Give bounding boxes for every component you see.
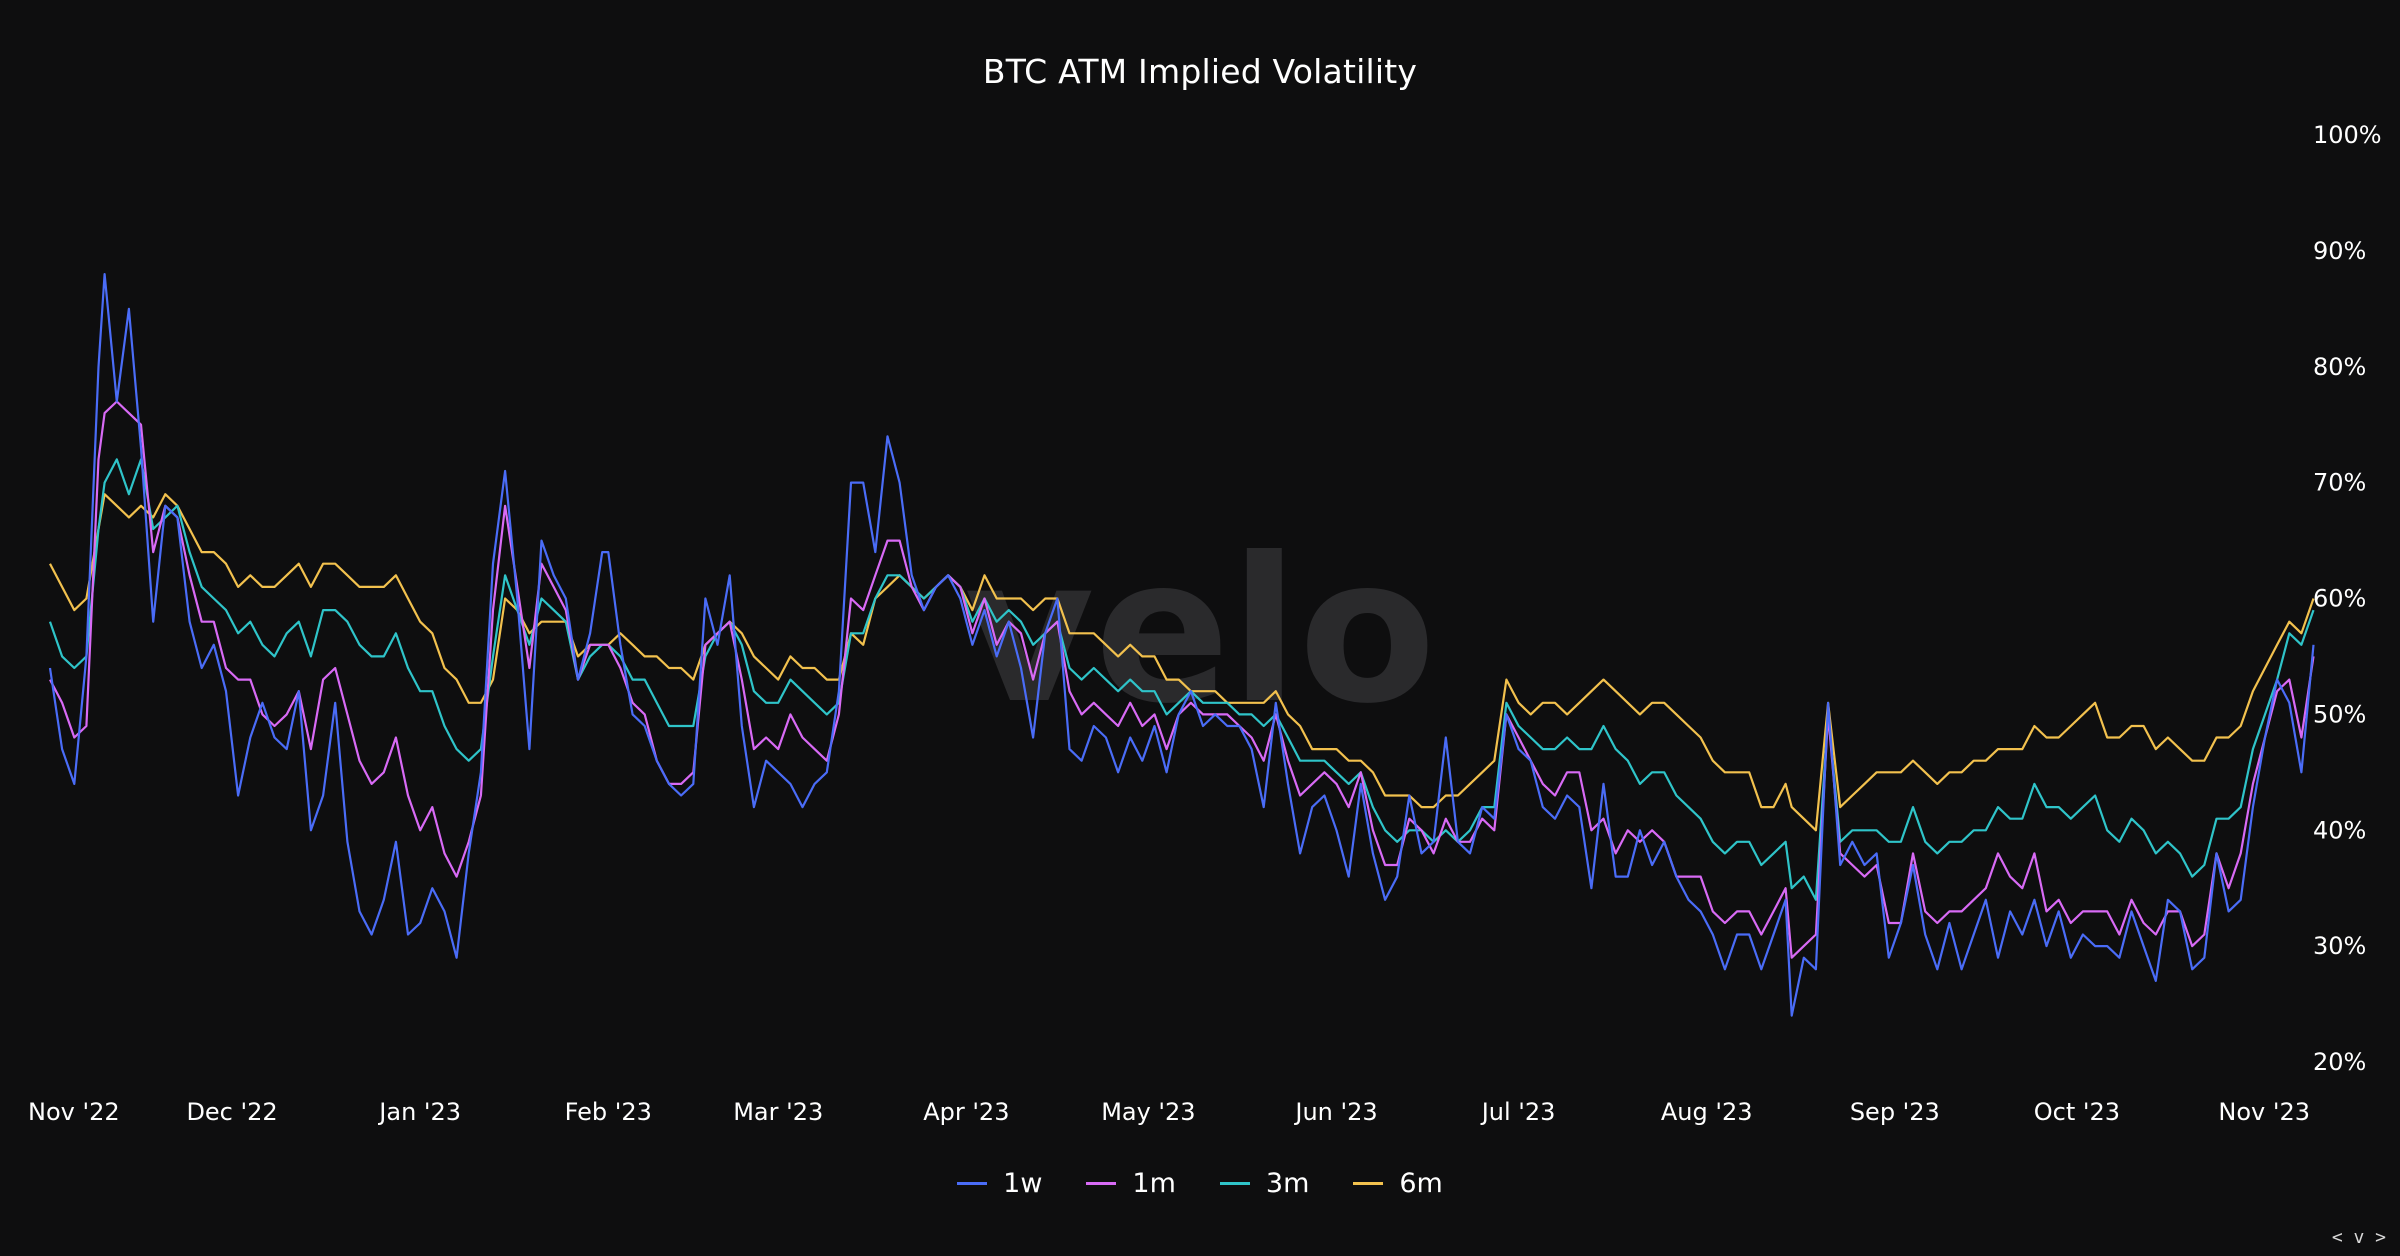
x-tick-label: Nov '23 bbox=[2218, 1098, 2310, 1126]
series-line-1w[interactable] bbox=[48, 273, 2315, 1017]
x-tick-label: Nov '22 bbox=[28, 1098, 120, 1126]
watermark: velo bbox=[964, 515, 1436, 748]
y-tick-label: 80% bbox=[2313, 353, 2366, 381]
y-tick-label: 70% bbox=[2313, 469, 2366, 497]
x-tick-label: Feb '23 bbox=[565, 1098, 652, 1126]
legend-swatch bbox=[1353, 1182, 1384, 1185]
series-line-6m[interactable] bbox=[49, 493, 2315, 832]
legend-swatch bbox=[1086, 1182, 1117, 1185]
x-axis: Nov '22 Dec '22 Jan '23 Feb '23 Mar '23 Apr '… bbox=[28, 1098, 2310, 1126]
y-tick-label: 60% bbox=[2313, 585, 2366, 613]
series-layer[interactable] bbox=[48, 273, 2315, 1017]
y-tick-label: 90% bbox=[2313, 237, 2366, 265]
x-tick-label: Oct '23 bbox=[2034, 1098, 2120, 1126]
y-tick-label: 30% bbox=[2313, 932, 2366, 960]
legend-swatch bbox=[1219, 1182, 1250, 1185]
legend-label: 6m bbox=[1399, 1168, 1443, 1199]
legend-label: 1m bbox=[1132, 1168, 1176, 1199]
nav-glyph[interactable]: < v > bbox=[2331, 1227, 2386, 1248]
legend-item-1m[interactable]: 1m bbox=[1086, 1168, 1176, 1199]
x-tick-label: Jul '23 bbox=[1480, 1098, 1556, 1126]
legend-item-6m[interactable]: 6m bbox=[1353, 1168, 1443, 1199]
y-tick-label: 100% bbox=[2313, 121, 2382, 149]
legend-label: 3m bbox=[1265, 1168, 1310, 1199]
y-tick-label: 20% bbox=[2313, 1048, 2366, 1076]
x-tick-label: Sep '23 bbox=[1850, 1098, 1940, 1126]
x-tick-label: Aug '23 bbox=[1661, 1098, 1753, 1126]
x-tick-label: May '23 bbox=[1101, 1098, 1195, 1126]
x-tick-label: Jan '23 bbox=[377, 1098, 461, 1126]
legend-item-3m[interactable]: 3m bbox=[1219, 1168, 1310, 1199]
x-tick-label: Jun '23 bbox=[1293, 1098, 1377, 1126]
legend-label: 1w bbox=[1003, 1168, 1043, 1199]
chart-title: BTC ATM Implied Volatility bbox=[982, 52, 1418, 91]
x-tick-label: Dec '22 bbox=[186, 1098, 277, 1126]
series-line-3m[interactable] bbox=[48, 458, 2315, 901]
legend-swatch bbox=[957, 1182, 988, 1185]
y-tick-label: 50% bbox=[2313, 700, 2366, 728]
x-tick-label: Mar '23 bbox=[733, 1098, 823, 1126]
x-tick-label: Apr '23 bbox=[923, 1098, 1009, 1126]
y-tick-label: 40% bbox=[2313, 816, 2366, 844]
y-axis: 100% 90% 80% 70% 60% 50% 40% 30% 20% bbox=[2313, 121, 2382, 1076]
legend: 1w 1m 3m 6m bbox=[0, 1168, 2400, 1199]
legend-item-1w[interactable]: 1w bbox=[957, 1168, 1042, 1199]
